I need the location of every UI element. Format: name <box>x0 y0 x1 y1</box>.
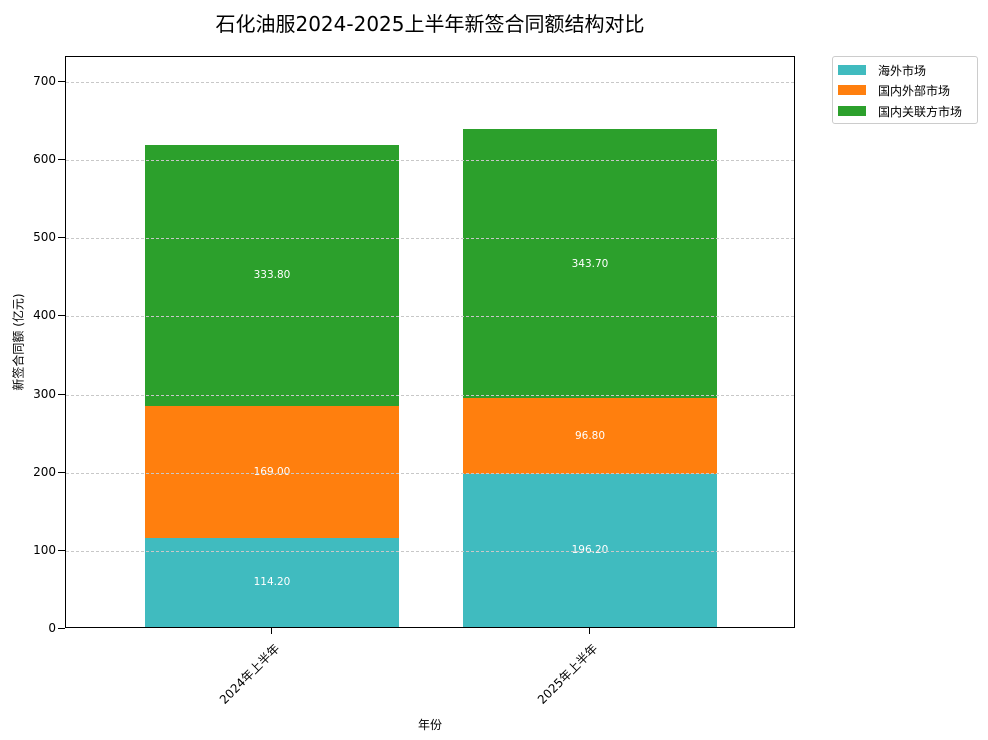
bar-value-label: 169.00 <box>253 465 291 478</box>
y-tick <box>58 393 65 395</box>
bar-value-label: 114.20 <box>253 576 291 589</box>
legend-label: 国内关联方市场 <box>878 104 963 119</box>
legend-item-domestic-related: 国内关联方市场 <box>838 104 963 119</box>
x-axis-label: 年份 <box>417 718 443 732</box>
bar-value-label: 96.80 <box>574 429 606 442</box>
bar-value-label: 196.20 <box>571 544 609 557</box>
gridline <box>66 160 794 162</box>
y-tick-label: 700 <box>33 74 56 88</box>
bar-segment: 169.00 <box>145 405 399 538</box>
legend-swatch-domestic-external <box>838 85 866 95</box>
y-tick <box>58 237 65 239</box>
bar-value-label: 343.70 <box>571 257 609 270</box>
y-tick <box>58 159 65 161</box>
bar-segment: 114.20 <box>145 537 399 627</box>
gridline <box>66 394 794 396</box>
bar-segment: 96.80 <box>463 398 717 474</box>
bar-segment: 196.20 <box>463 473 717 627</box>
legend-item-domestic-external: 国内外部市场 <box>838 83 951 98</box>
bar-value-label: 333.80 <box>253 269 291 282</box>
y-tick <box>58 471 65 473</box>
y-tick <box>58 315 65 317</box>
y-axis-label: 新签合同额 (亿元) <box>11 293 26 391</box>
gridline <box>66 238 794 240</box>
gridline <box>66 550 794 552</box>
x-tick <box>589 628 590 634</box>
y-tick-label: 500 <box>33 230 56 245</box>
plot-area: 114.20 169.00 333.80 196.20 96.80 343.70 <box>65 56 795 628</box>
x-tick <box>271 628 272 634</box>
chart-title: 石化油服2024-2025上半年新签合同额结构对比 <box>215 12 645 36</box>
gridline <box>66 82 794 83</box>
y-tick <box>58 81 65 82</box>
legend: 海外市场 国内外部市场 国内关联方市场 <box>832 56 978 124</box>
y-tick <box>58 549 65 551</box>
bar-segment: 343.70 <box>463 129 717 399</box>
y-tick-label: 300 <box>33 386 56 401</box>
y-tick-label: 200 <box>33 464 56 479</box>
y-tick <box>58 628 65 629</box>
x-tick-label: 2025年上半年 <box>534 641 601 707</box>
y-tick-label: 400 <box>33 308 56 323</box>
legend-swatch-overseas <box>838 65 866 75</box>
y-tick-label: 100 <box>33 542 56 557</box>
gridline <box>66 316 794 318</box>
legend-label: 海外市场 <box>878 63 927 78</box>
bar-segment: 333.80 <box>145 144 399 406</box>
x-tick-label: 2024年上半年 <box>216 641 283 707</box>
y-tick-label: 0 <box>48 621 56 635</box>
legend-swatch-domestic-related <box>838 106 866 116</box>
y-tick-label: 600 <box>33 152 56 167</box>
gridline <box>66 472 794 474</box>
legend-item-overseas: 海外市场 <box>838 63 927 78</box>
legend-label: 国内外部市场 <box>878 83 951 98</box>
